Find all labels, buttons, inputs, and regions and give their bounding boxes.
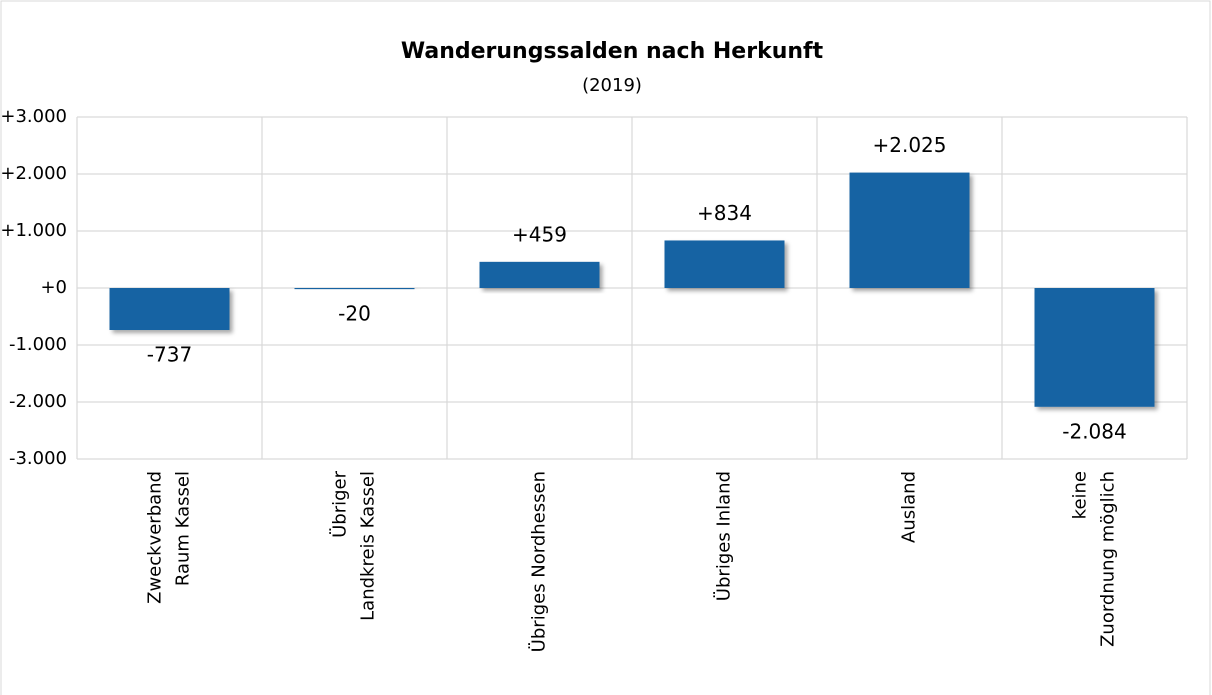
value-label: +459 [512, 222, 567, 246]
y-tick-label: +0 [40, 277, 67, 298]
bar [109, 288, 230, 331]
y-tick-label: -3.000 [9, 448, 67, 469]
value-label: -20 [338, 302, 371, 326]
x-tick-label: Übriges Inland [713, 471, 735, 601]
y-tick-label: -1.000 [9, 334, 67, 355]
y-tick-label: +2.000 [0, 163, 67, 184]
x-tick-label: Ausland [899, 471, 920, 543]
bar [479, 261, 600, 288]
value-label: +834 [697, 201, 752, 225]
value-label: -2.084 [1062, 419, 1126, 443]
x-tick-label: keine Zuordnung möglich [1070, 471, 1119, 647]
bar [294, 288, 415, 290]
value-label: +2.025 [872, 133, 946, 157]
chart-title: Wanderungssalden nach Herkunft [401, 39, 824, 64]
x-tick-label: Übriges Nordhessen [528, 471, 550, 652]
y-tick-label: +3.000 [0, 106, 67, 127]
chart-subtitle: (2019) [582, 75, 642, 96]
x-tick-label: Übriger Landkreis Kassel [329, 470, 379, 620]
value-label: -737 [147, 343, 192, 367]
bar [849, 172, 970, 288]
bar [1034, 288, 1155, 407]
y-tick-label: -2.000 [9, 391, 67, 412]
x-tick-label: Zweckverband Raum Kassel [145, 471, 194, 604]
bar [664, 240, 785, 288]
y-tick-label: +1.000 [0, 220, 67, 241]
